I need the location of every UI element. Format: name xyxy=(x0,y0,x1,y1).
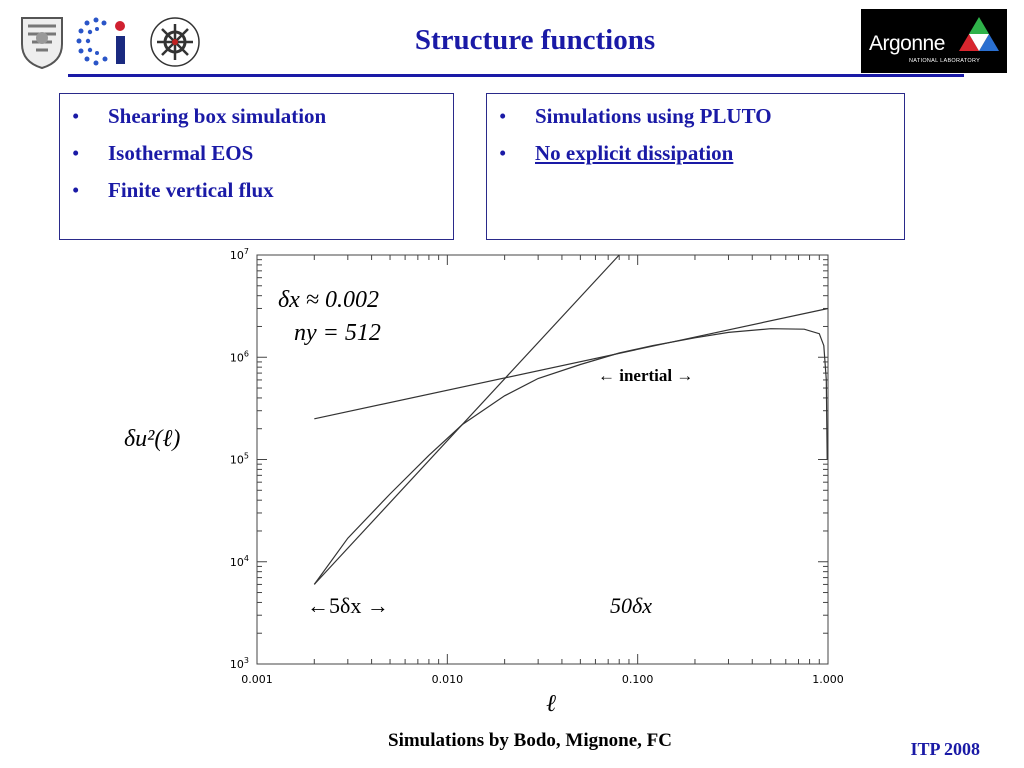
annotation-dx: δx ≈ 0.002 xyxy=(278,287,379,313)
y-tick-label: 103 xyxy=(230,656,249,671)
bullet-glyph: • xyxy=(72,141,80,165)
bullet-item: • Simulations using PLUTO xyxy=(487,98,904,135)
argonne-logo-subtitle: NATIONAL LABORATORY xyxy=(909,58,981,64)
title-divider xyxy=(68,74,964,77)
left-bullet-box: • Shearing box simulation • Isothermal EOS… xyxy=(59,93,454,240)
bullet-text: No explicit dissipation xyxy=(535,141,734,165)
argonne-logo-name: Argonne xyxy=(869,32,945,55)
argonne-logo-icon xyxy=(959,17,999,51)
bullet-text: Simulations using PLUTO xyxy=(535,104,772,128)
right-bullet-box: • Simulations using PLUTO • No explicit di… xyxy=(486,93,905,240)
university-seal-icon xyxy=(21,17,63,70)
argonne-logo: Argonne NATIONAL LABORATORY xyxy=(861,9,1007,73)
bullet-text: Finite vertical flux xyxy=(108,178,274,202)
bullet-item: • Shearing box simulation xyxy=(60,98,453,135)
y-tick-label: 104 xyxy=(230,554,249,569)
bullet-item: • Finite vertical flux xyxy=(60,172,453,209)
ci-logo-icon xyxy=(76,17,125,66)
bullet-glyph: • xyxy=(499,104,507,128)
annotation-inertial: ← inertial → xyxy=(598,366,693,385)
y-axis: 103 104 105 106 107 xyxy=(230,247,828,671)
annotation-five-dx: ←5δx → xyxy=(307,593,389,618)
x-tick-label: 0.010 xyxy=(432,673,464,686)
inertial-fit-line xyxy=(314,307,829,420)
bullet-item: • No explicit dissipation xyxy=(487,135,904,172)
bullet-glyph: • xyxy=(72,104,80,128)
x-tick-label: 0.100 xyxy=(622,673,654,686)
x-tick-label: 0.001 xyxy=(241,673,273,686)
x-axis-label: ℓ xyxy=(546,691,556,717)
y-axis-label: δu²(ℓ) xyxy=(124,426,180,452)
x-tick-label: 1.000 xyxy=(812,673,844,686)
y-tick-label: 105 xyxy=(230,452,249,467)
left-bullet-list: • Shearing box simulation • Isothermal EOS… xyxy=(60,98,453,209)
plot-curves xyxy=(313,254,829,585)
footer-credit: Simulations by Bodo, Mignone, FC xyxy=(388,730,672,751)
footer-tag: ITP 2008 xyxy=(910,739,980,759)
annotation-fifty-dx: 50δx xyxy=(610,593,652,618)
page-title: Structure functions xyxy=(414,24,656,56)
y-tick-label: 107 xyxy=(230,247,249,262)
steep-fit-line xyxy=(313,254,620,585)
cmso-logo-icon xyxy=(150,17,200,67)
bullet-item: • Isothermal EOS xyxy=(60,135,453,172)
right-bullet-list: • Simulations using PLUTO • No explicit di… xyxy=(487,98,904,172)
bullet-text: Shearing box simulation xyxy=(108,104,327,128)
bullet-glyph: • xyxy=(499,141,507,165)
bullet-text: Isothermal EOS xyxy=(108,141,254,165)
annotation-ny: ny = 512 xyxy=(294,320,381,346)
y-tick-label: 106 xyxy=(230,349,249,364)
structure-function-curve xyxy=(313,328,828,585)
bullet-glyph: • xyxy=(72,178,80,202)
